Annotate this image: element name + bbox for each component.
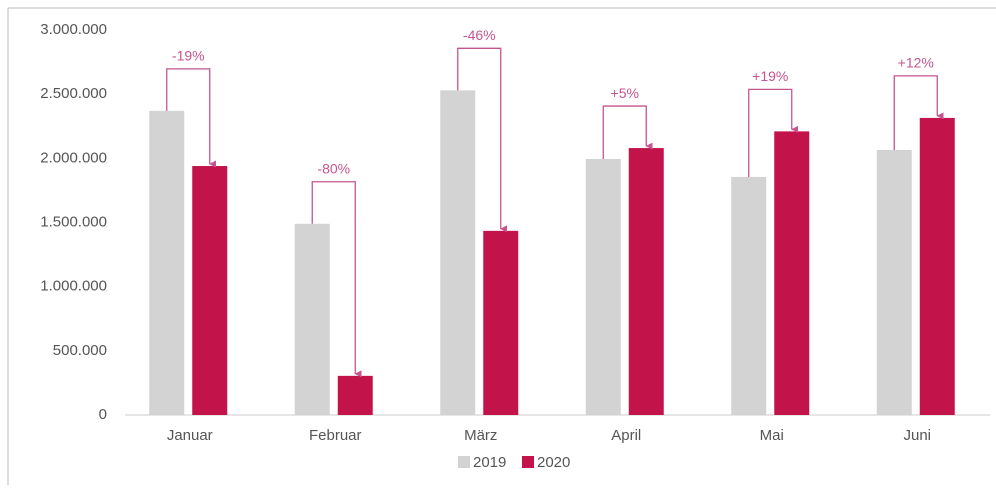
annotation-bracket — [748, 88, 799, 177]
annotation: +5% — [611, 85, 639, 101]
bar — [585, 158, 621, 415]
x-tick-label: Juni — [903, 427, 931, 444]
x-tick-label: April — [611, 427, 641, 444]
y-tick-label: 3.000.000 — [40, 21, 107, 38]
bar — [337, 375, 373, 415]
annotation: +12% — [898, 55, 934, 71]
y-tick-label: 1.500.000 — [40, 213, 107, 230]
y-tick-label: 2.000.000 — [40, 149, 107, 166]
bar — [149, 110, 185, 415]
y-tick-label: 500.000 — [53, 342, 107, 359]
annotation-bracket — [166, 68, 217, 168]
x-tick-label: März — [464, 427, 497, 444]
y-tick-label: 2.500.000 — [40, 85, 107, 102]
bar — [876, 149, 912, 415]
x-tick-label: Januar — [167, 427, 213, 444]
y-tick-label: 0 — [99, 406, 107, 423]
annotation-bracket — [311, 181, 362, 378]
bar — [192, 166, 228, 415]
legend-swatch — [522, 456, 534, 468]
annotation: -46% — [463, 27, 496, 43]
annotation-bracket — [457, 47, 508, 233]
bar — [919, 117, 955, 416]
legend-label: 2019 — [473, 454, 506, 471]
bar — [774, 131, 810, 415]
y-tick-label: 1.000.000 — [40, 278, 107, 295]
annotation-bracket — [893, 75, 944, 150]
x-tick-label: Februar — [309, 427, 362, 444]
x-tick-label: Mai — [760, 427, 784, 444]
annotation: +19% — [752, 68, 788, 84]
bar — [483, 230, 519, 415]
annotation-bracket — [602, 105, 653, 159]
legend-label: 2020 — [537, 454, 570, 471]
annotation: -19% — [172, 48, 205, 64]
legend-swatch — [458, 456, 470, 468]
bar — [628, 148, 664, 416]
bar — [440, 90, 476, 416]
annotation: -80% — [317, 160, 350, 176]
bar — [731, 176, 767, 415]
bar — [294, 223, 330, 415]
